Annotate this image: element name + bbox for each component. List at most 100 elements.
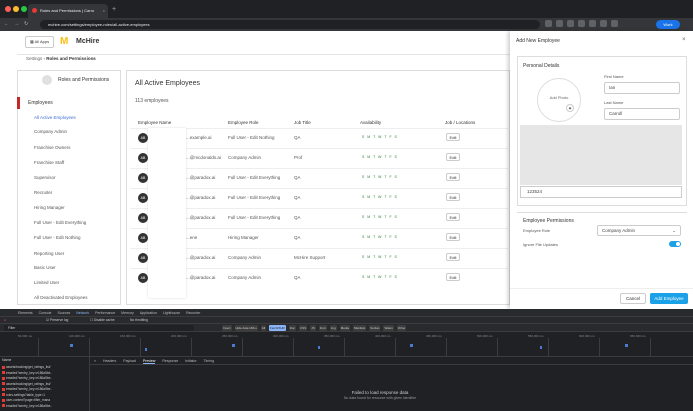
sidebar-item-hiring-manager[interactable]: Hiring Manager [34,205,65,210]
record-icon[interactable]: ● [4,318,6,322]
devtools-tab-lighthouse[interactable]: Lighthouse [162,311,181,315]
last-name-field[interactable]: Carroll [604,108,680,120]
disable-cache-checkbox[interactable]: ☐ Disable cache [90,318,115,322]
sidebar-item-full-user-edit-everything[interactable]: Full User - Edit Everything [34,220,87,225]
filter-type-fetch-xhr[interactable]: Fetch/XHR [269,325,286,331]
devtools-tab-performance[interactable]: Performance [95,311,116,315]
devtools-tab-sources[interactable]: Sources [57,311,71,315]
filter-type-other[interactable]: Other [396,325,407,331]
back-icon[interactable]: ← [4,21,9,27]
filter-input[interactable]: Filter [4,325,194,331]
breadcrumb-root[interactable]: Settings [26,56,43,61]
edit-button[interactable]: Edit [446,173,460,181]
edit-button[interactable]: Edit [446,133,460,141]
close-window-icon[interactable] [5,6,11,12]
browser-tab[interactable]: Roles and Permissions | Carro × [28,4,108,18]
extension-icon[interactable] [578,20,585,27]
filter-type-doc[interactable]: Doc [288,325,297,331]
name-column-header[interactable]: Name [2,358,12,362]
devtools-tab-network[interactable]: Network [76,311,90,315]
filter-type-all[interactable]: All [260,325,267,331]
minimize-window-icon[interactable] [13,6,19,12]
edit-button[interactable]: Edit [446,193,460,201]
add-employee-button[interactable]: Add Employee [650,293,688,304]
edit-button[interactable]: Edit [446,213,460,221]
filter-type-img[interactable]: Img [329,325,337,331]
filter-type-socket[interactable]: Socket [369,325,381,331]
all-apps-button[interactable]: ▦ All Apps [25,36,55,48]
sidebar-item-franchise-staff[interactable]: Franchise Staff [34,160,65,165]
devtools-tab-application[interactable]: Application [139,311,157,315]
first-name-field[interactable]: Ian [604,82,680,94]
ignore-updates-toggle[interactable] [669,241,681,247]
column-header-name[interactable]: Employee Name [138,120,172,125]
cancel-button[interactable]: Cancel [620,293,646,304]
extension-icon[interactable] [556,20,563,27]
request-row[interactable]: emailed?sentry_key=e186a5be.. [2,371,88,375]
edit-button[interactable]: Edit [446,273,460,281]
employee-role-select[interactable]: Company Admin ⌄ [597,225,681,236]
sidebar-item-franchise-owners[interactable]: Franchise Owners [34,145,71,150]
request-row[interactable]: assets/tracking/get_ratings_list/ [2,365,88,369]
close-tab-icon[interactable]: × [102,8,105,13]
sidebar-item-all-active-employees[interactable]: All Active Employees [34,115,76,120]
extension-icon[interactable] [589,20,596,27]
response-tab-initiator[interactable]: Initiator [185,359,197,363]
filter-type-js[interactable]: JS [310,325,316,331]
devtools-tab-console[interactable]: Console [38,311,52,315]
devtools-tab-elements[interactable]: Elements [18,311,33,315]
sidebar-item-basic-user[interactable]: Basic User [34,265,56,270]
sidebar-item-recruiter[interactable]: Recruiter [34,190,53,195]
maximize-window-icon[interactable] [21,6,27,12]
request-row[interactable]: emailed?sentry_key=e186a5be.. [2,404,88,408]
preserve-log-checkbox[interactable]: ☑ Preserve log [46,318,69,322]
sidebar-item-full-user-edit-nothing[interactable]: Full User - Edit Nothing [34,235,81,240]
response-tab-timing[interactable]: Timing [203,359,215,363]
extension-icon[interactable] [600,20,607,27]
filter-type-font[interactable]: Font [318,325,327,331]
add-photo-button[interactable]: Add Photo [537,78,581,122]
reload-icon[interactable]: ↻ [24,21,29,27]
close-icon[interactable]: × [94,359,97,363]
filter-type-hide-data-urls[interactable]: Hide data URLs [234,325,258,331]
column-header-title[interactable]: Job Title [294,120,311,125]
column-header-role[interactable]: Employee Role [228,120,259,125]
phone-field[interactable]: 123524 [520,186,682,198]
sidebar-item-company-admin[interactable]: Company Admin [34,129,68,134]
extension-icon[interactable] [611,20,618,27]
camera-icon[interactable]: ◉ [566,104,574,112]
filter-type-manifest[interactable]: Manifest [352,325,367,331]
filter-type-invert[interactable]: Invert [222,325,232,331]
request-row[interactable]: emailed?sentry_key=e186a5be.. [2,387,88,391]
extension-icon[interactable] [567,20,574,27]
url-field[interactable]: mchire.com/settings/employee-roles/all-a… [40,20,540,29]
sidebar-item-limited-user[interactable]: Limited User [34,280,60,285]
response-tab-response[interactable]: Response [162,359,179,363]
sidebar-section-employees[interactable]: Employees [28,100,53,106]
filter-type-wasm[interactable]: Wasm [383,325,394,331]
response-tab-preview[interactable]: Preview [142,359,156,364]
filter-type-css[interactable]: CSS [299,325,308,331]
extension-icon[interactable] [545,20,552,27]
timeline-gridline [344,338,345,356]
throttling-select[interactable]: No throttling [130,318,148,322]
edit-button[interactable]: Edit [446,233,460,241]
response-tab-payload[interactable]: Payload [123,359,136,363]
request-row[interactable]: emailed?sentry_key=e186a5be.. [2,376,88,380]
forward-icon[interactable]: → [14,21,19,27]
profile-button[interactable]: Work [656,20,680,29]
response-tab-headers[interactable]: Headers [103,359,117,363]
devtools-tab-recorder[interactable]: Recorder [186,311,201,315]
devtools-tab-memory[interactable]: Memory [121,311,134,315]
sidebar-item-deactivated-employees[interactable]: All Deactivated Employees [34,295,88,300]
sidebar-item-supervisor[interactable]: Supervisor [34,175,56,180]
edit-button[interactable]: Edit [446,253,460,261]
request-row[interactable]: assets/tracking/get_ratings_list/ [2,382,88,386]
filter-type-media[interactable]: Media [339,325,350,331]
request-row[interactable]: roles-settings?table_type=1 [2,393,88,397]
request-row[interactable]: user-context?page=filter_mana [2,398,88,402]
edit-button[interactable]: Edit [446,153,460,161]
close-icon[interactable]: × [682,37,686,43]
sidebar-item-reporting-user[interactable]: Reporting User [34,251,65,256]
new-tab-icon[interactable]: + [112,6,117,13]
